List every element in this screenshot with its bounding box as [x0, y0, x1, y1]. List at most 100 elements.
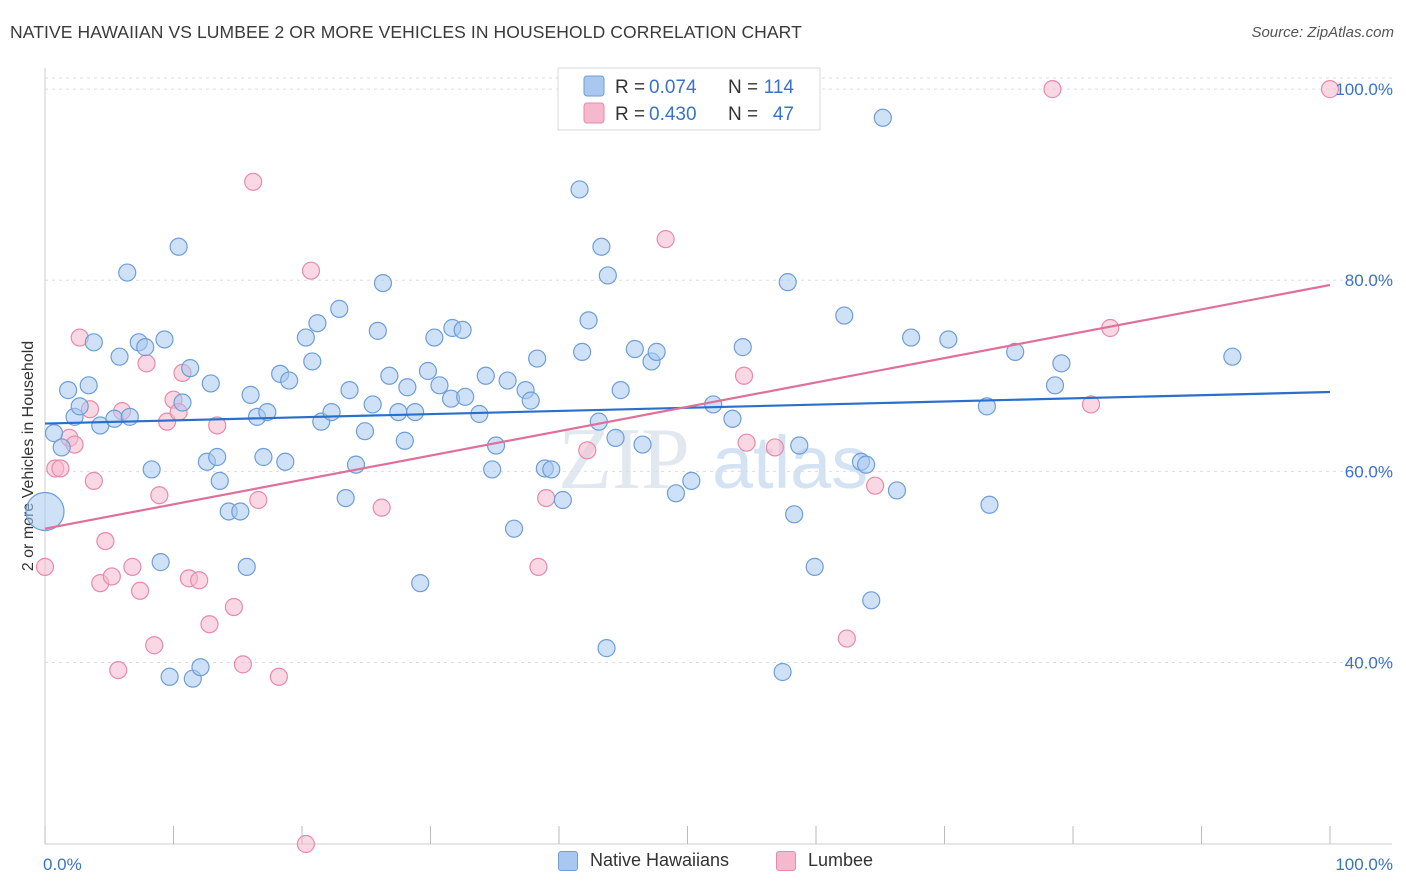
native-hawaiians-point [573, 342, 592, 361]
lumbee-point [1043, 80, 1062, 99]
native-hawaiians-point [276, 452, 295, 471]
native-hawaiians-point [862, 591, 881, 610]
native-hawaiians-point [330, 299, 349, 318]
native-hawaiians-point [901, 328, 921, 347]
native-hawaiians-point [785, 505, 804, 524]
lumbee-point [208, 416, 227, 435]
native-hawaiians-point [254, 447, 273, 467]
native-hawaiians-point [606, 428, 625, 447]
lumbee-point [866, 476, 885, 495]
stats-legend-swatch-native-hawaiians [583, 75, 605, 97]
native-hawaiians-point [70, 397, 89, 416]
lumbee-point [123, 557, 142, 576]
native-hawaiians-point [208, 447, 227, 467]
native-hawaiians-point [411, 574, 430, 593]
native-hawaiians-point [120, 407, 139, 426]
native-hawaiians-point [191, 658, 210, 677]
r-label: R = [615, 104, 645, 125]
lumbee-trend-line [44, 283, 1331, 530]
native-hawaiians-point [173, 393, 192, 412]
legend-label-native-hawaiians: Native Hawaiians [590, 850, 730, 870]
native-hawaiians-point [592, 237, 611, 256]
native-hawaiians-point [398, 378, 417, 397]
native-hawaiians-point [483, 460, 502, 479]
lumbee-point [765, 438, 784, 457]
lumbee-point [529, 557, 548, 576]
native-hawaiians-point [308, 314, 327, 333]
lumbee-point [737, 433, 756, 452]
native-hawaiians-point [363, 395, 382, 414]
native-hawaiians-point [553, 490, 572, 510]
native-hawaiians-point [201, 374, 220, 393]
stats-legend: R = 0.074 N = 114 R = 0.430 N = 47 [557, 67, 821, 131]
native-hawaiians-point [151, 553, 170, 572]
y-tick-label: 100.0% [1335, 80, 1393, 99]
native-hawaiians-point [418, 361, 438, 381]
lumbee-point [200, 615, 219, 634]
legend-item-native-hawaiians[interactable]: Native Hawaiians [558, 850, 729, 871]
native-hawaiians-point [939, 330, 958, 349]
lumbee-point [537, 488, 556, 508]
native-hawaiians-point [453, 320, 472, 340]
stats-legend-swatch-lumbee [583, 102, 605, 124]
n-value-native-hawaiians: 114 [764, 77, 795, 98]
native-hawaiians-point [160, 667, 179, 686]
native-hawaiians-point [647, 342, 666, 361]
native-hawaiians-point [773, 662, 792, 682]
native-hawaiians-point [79, 376, 98, 395]
native-hawaiians-point [84, 333, 103, 352]
native-hawaiians-point [611, 381, 630, 400]
native-hawaiians-point [1045, 376, 1065, 395]
lumbee-points [35, 80, 1340, 854]
lumbee-point [296, 834, 315, 854]
watermark-atlas: atlas [712, 421, 868, 504]
lumbee-point [150, 486, 169, 505]
lumbee-point [51, 459, 70, 478]
native-hawaiians-point [155, 330, 174, 349]
native-hawaiians-point [44, 424, 64, 443]
native-hawaiians-point [430, 376, 449, 395]
r-value-lumbee: 0.430 [649, 104, 697, 125]
native-hawaiians-points [25, 108, 1242, 688]
lumbee-point [269, 667, 288, 686]
native-hawaiians-point [258, 402, 277, 422]
tick-labels: 40.0% 60.0% 80.0% 100.0% 0.0% 100.0% [43, 80, 1393, 874]
trend-lines [44, 283, 1331, 530]
lumbee-point [249, 490, 268, 510]
n-label: N = [728, 77, 758, 98]
native-hawaiians-point [666, 484, 686, 503]
native-hawaiians-point [373, 273, 393, 293]
native-hawaiians-point [733, 338, 752, 357]
native-hawaiians-point [704, 395, 723, 414]
native-hawaiians-point [336, 488, 355, 508]
native-hawaiians-point [118, 263, 137, 282]
native-hawaiians-point [340, 381, 359, 400]
native-hawaiians-point [682, 471, 701, 490]
x-tick-label: 0.0% [43, 855, 82, 874]
legend-swatch-pink [776, 850, 796, 871]
native-hawaiians-point [389, 402, 408, 422]
series-legend: Native Hawaiians Lumbee [0, 850, 1406, 878]
axes [44, 68, 1392, 845]
lumbee-point [1081, 395, 1101, 414]
native-hawaiians-point [405, 402, 425, 422]
native-hawaiians-point [110, 347, 129, 366]
lumbee-point [130, 581, 150, 600]
native-hawaiians-point [579, 311, 598, 330]
native-hawaiians-point [322, 402, 341, 422]
lumbee-point [578, 441, 597, 460]
native-hawaiians-point [805, 557, 824, 576]
lumbee-point [656, 230, 675, 249]
native-hawaiians-point [598, 266, 617, 285]
native-hawaiians-point [280, 371, 299, 390]
native-hawaiians-point [476, 366, 495, 385]
native-hawaiians-point [486, 436, 506, 455]
legend-item-lumbee[interactable]: Lumbee [776, 850, 873, 871]
native-hawaiians-point [1223, 347, 1242, 366]
native-hawaiians-point [597, 639, 616, 658]
native-hawaiians-point [425, 328, 444, 347]
native-hawaiians-point [169, 237, 188, 256]
legend-label-lumbee: Lumbee [808, 850, 874, 870]
native-hawaiians-point [59, 381, 78, 400]
